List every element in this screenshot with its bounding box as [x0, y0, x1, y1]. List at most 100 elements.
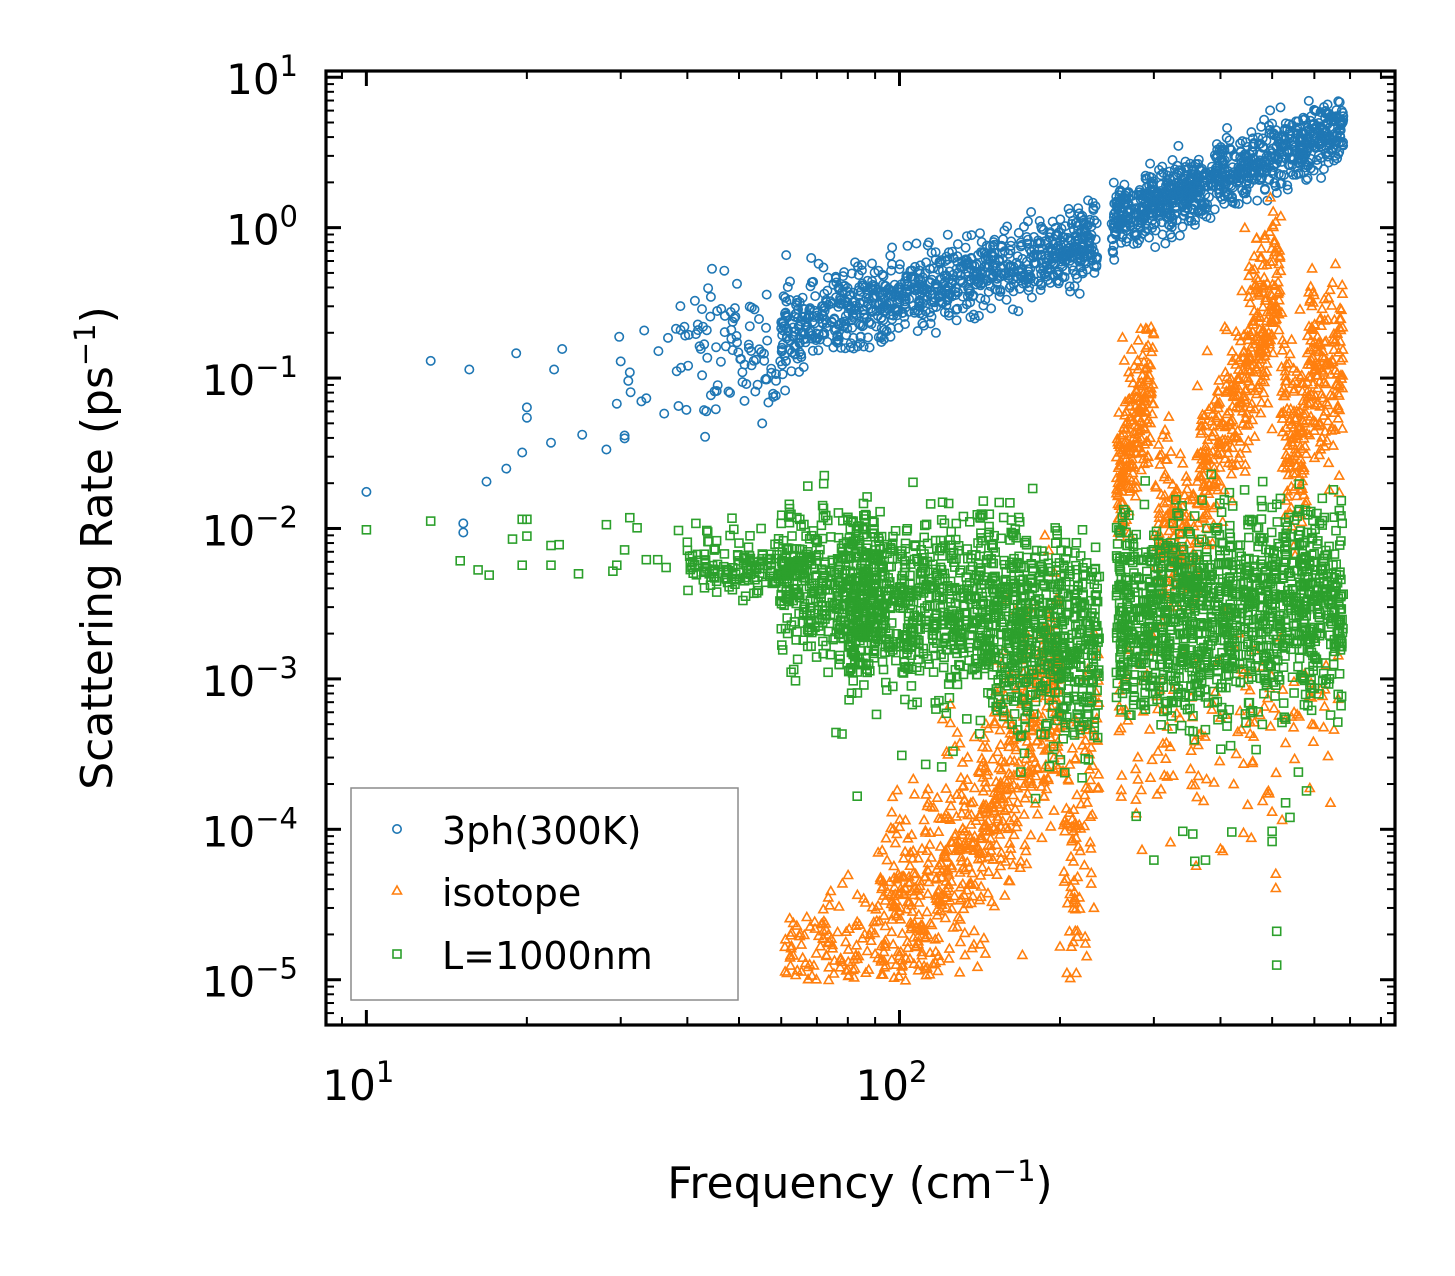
data-point-triangle	[953, 966, 966, 977]
data-point-circle	[952, 239, 963, 250]
data-point-circle	[692, 319, 703, 330]
data-point-circle	[517, 447, 528, 458]
data-point-triangle	[1208, 776, 1220, 787]
data-point-triangle	[1048, 804, 1060, 815]
data-point-circle	[885, 250, 896, 261]
data-point-circle	[521, 402, 532, 413]
data-point-square	[833, 508, 844, 518]
data-point-triangle	[1008, 811, 1021, 823]
data-point-triangle	[842, 868, 854, 880]
data-point-square	[786, 667, 796, 678]
data-point-square	[788, 664, 799, 675]
data-point-triangle	[1069, 752, 1082, 763]
data-point-triangle	[1135, 783, 1148, 795]
data-point-circle	[1015, 237, 1026, 248]
data-point-triangle	[1080, 950, 1093, 961]
data-point-circle	[683, 329, 694, 340]
data-point-triangle	[1280, 374, 1293, 386]
data-point-triangle	[1132, 334, 1145, 345]
data-point-circle	[673, 400, 684, 411]
data-point-triangle	[1318, 700, 1331, 711]
data-point-circle	[930, 327, 941, 338]
data-point-circle	[639, 325, 650, 336]
data-point-circle	[1145, 158, 1156, 169]
data-point-circle	[705, 311, 716, 322]
data-point-circle	[557, 343, 568, 354]
data-point-circle	[746, 360, 757, 371]
data-point-square	[711, 535, 722, 546]
data-point-triangle	[978, 931, 990, 943]
data-point-circle	[973, 310, 984, 321]
data-point-triangle	[1306, 262, 1318, 273]
data-point-triangle	[1016, 948, 1029, 960]
data-point-circle	[720, 341, 731, 352]
data-point-circle	[731, 278, 742, 289]
data-point-circle	[781, 250, 792, 261]
data-point-square	[925, 499, 936, 509]
data-point-circle	[700, 431, 711, 442]
data-point-triangle	[887, 938, 900, 949]
data-point-triangle	[896, 927, 909, 938]
data-point-circle	[808, 276, 819, 287]
data-point-triangle	[918, 813, 930, 825]
data-point-square	[790, 675, 801, 686]
data-point-circle	[601, 444, 612, 455]
data-point-triangle	[1054, 940, 1066, 951]
data-point-circle	[724, 387, 735, 398]
data-point-circle	[701, 406, 712, 417]
data-point-circle	[986, 303, 997, 314]
data-point-triangle	[1317, 721, 1330, 732]
data-point-circle	[961, 231, 972, 242]
data-point-square	[859, 680, 869, 690]
data-point-circle	[766, 367, 777, 378]
data-point-triangle	[842, 943, 855, 954]
data-point-circle	[1265, 105, 1276, 116]
data-point-triangle	[1227, 777, 1240, 789]
data-point-triangle	[1236, 284, 1248, 296]
data-point-circle	[1034, 216, 1045, 227]
data-point-triangle	[1118, 354, 1131, 365]
data-point-triangle	[899, 845, 911, 856]
data-point-triangle	[932, 825, 945, 837]
data-point-triangle	[1113, 724, 1125, 736]
data-point-triangle	[931, 791, 944, 803]
data-point-circle	[731, 337, 742, 348]
data-point-triangle	[1040, 700, 1053, 711]
data-point-circle	[974, 228, 985, 239]
data-point-square	[908, 477, 918, 488]
data-point-triangle	[861, 944, 874, 956]
data-point-circle	[703, 283, 714, 294]
data-point-triangle	[945, 861, 958, 873]
data-point-circle	[662, 332, 673, 343]
data-point-square	[946, 526, 957, 537]
data-point-triangle	[889, 836, 902, 848]
data-point-triangle	[1245, 831, 1258, 843]
data-point-circle	[659, 408, 670, 419]
data-point-circle	[681, 404, 692, 415]
data-point-circle	[361, 486, 372, 497]
data-point-triangle	[1092, 768, 1105, 779]
data-point-square	[891, 655, 901, 666]
data-point-triangle	[1088, 901, 1100, 913]
data-point-square	[852, 688, 863, 698]
data-point-circle	[737, 367, 748, 378]
data-point-triangle	[976, 861, 989, 872]
data-point-circle	[1026, 207, 1037, 218]
data-point-triangle	[1287, 721, 1300, 732]
data-point-triangle	[1152, 745, 1164, 756]
data-point-square	[682, 545, 693, 556]
data-point-circle	[1252, 195, 1263, 206]
data-point-triangle	[840, 925, 853, 937]
data-point-circle	[1055, 214, 1066, 225]
data-point-circle	[741, 378, 752, 389]
data-point-triangle	[1324, 796, 1337, 808]
data-point-circle	[782, 281, 793, 292]
data-point-triangle	[1200, 772, 1213, 784]
data-point-circle	[756, 346, 767, 357]
data-point-triangle	[922, 782, 934, 794]
data-point-circle	[702, 352, 713, 363]
data-point-triangle	[1162, 410, 1175, 421]
data-point-triangle	[839, 935, 852, 947]
series-layer	[361, 95, 1349, 985]
data-point-triangle	[1307, 735, 1320, 747]
